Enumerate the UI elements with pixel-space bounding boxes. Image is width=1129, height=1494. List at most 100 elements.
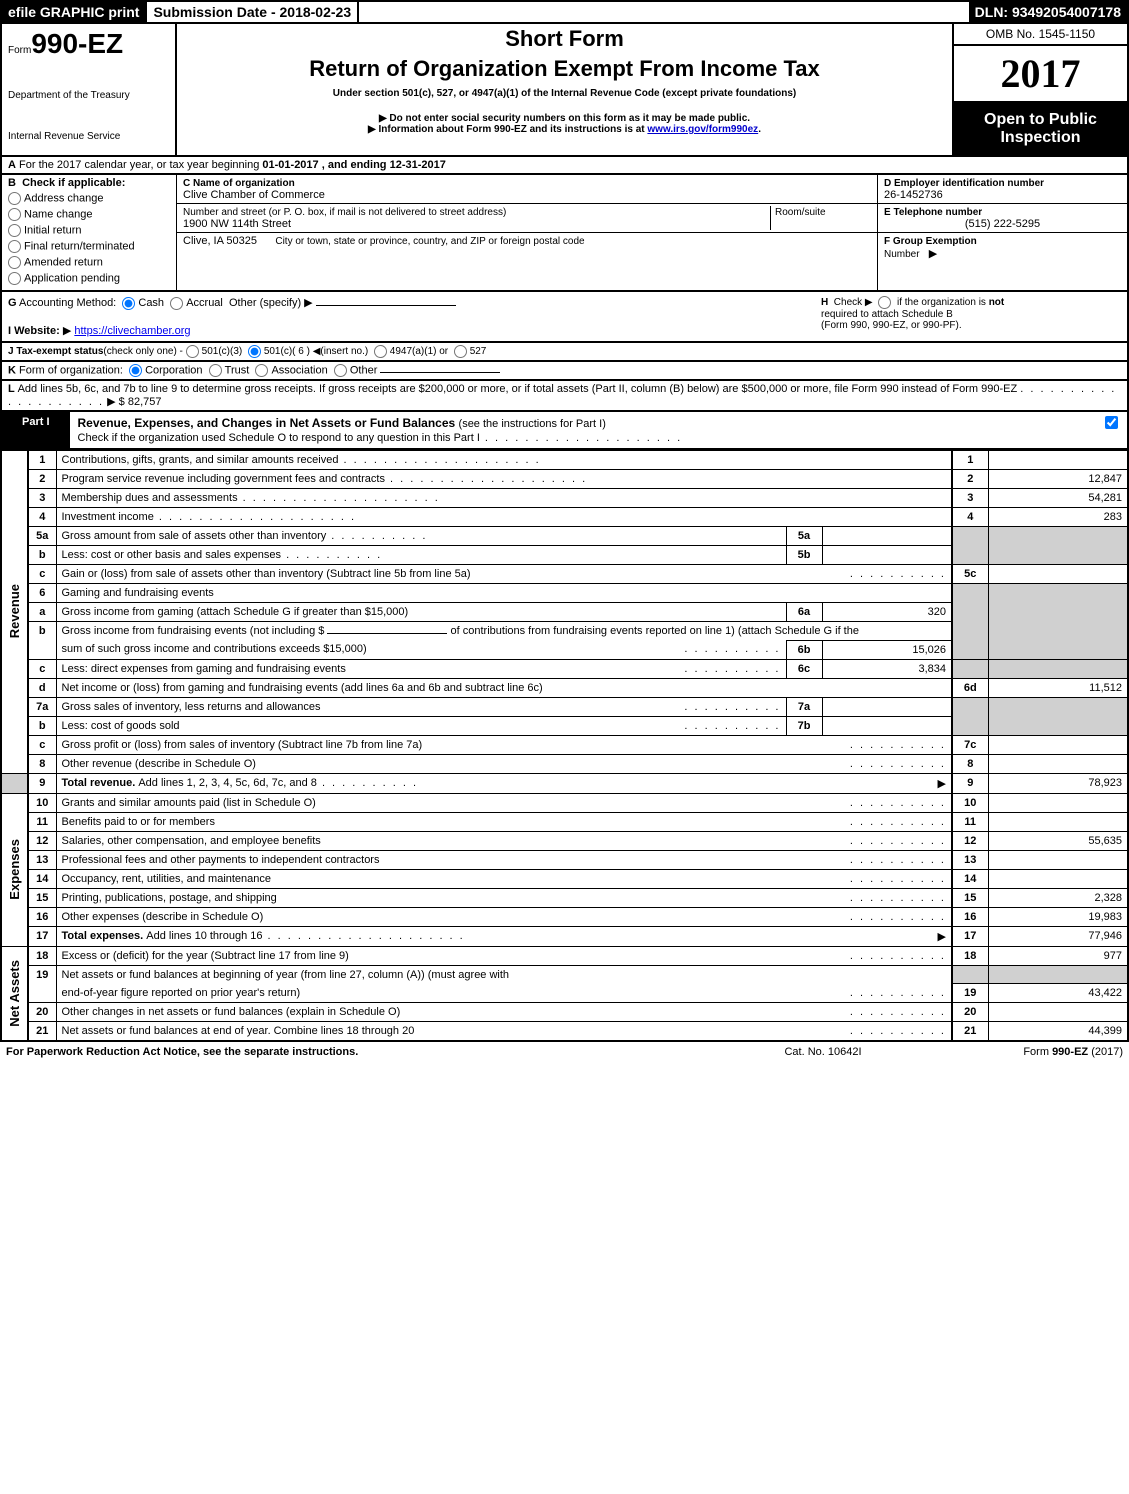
chk-initial-return[interactable]: Initial return <box>8 224 170 237</box>
total-revenue: 78,923 <box>988 773 1128 793</box>
side-revenue: Revenue <box>1 450 28 773</box>
dept-line2: Internal Revenue Service <box>8 131 169 142</box>
radio-527[interactable] <box>454 345 467 358</box>
val-21: 44,399 <box>988 1022 1128 1042</box>
h-label: H <box>821 297 828 308</box>
opt-501c: 501(c)( 6 ) ◀(insert no.) <box>264 346 368 357</box>
val-6b: 15,026 <box>822 640 952 659</box>
footer-right: Form 990-EZ (2017) <box>923 1046 1123 1058</box>
part1-sub: (see the instructions for Part I) <box>459 418 606 430</box>
val-15: 2,328 <box>988 888 1128 907</box>
l-arrow: ▶ <box>107 396 115 408</box>
line-3: 3 Membership dues and assessments 3 54,2… <box>1 488 1128 507</box>
line-11: 11 Benefits paid to or for members 11 <box>1 812 1128 831</box>
under-section-text: Under section 501(c), 527, or 4947(a)(1)… <box>183 88 946 99</box>
line-19a: 19 Net assets or fund balances at beginn… <box>1 965 1128 984</box>
line-8: 8 Other revenue (describe in Schedule O)… <box>1 754 1128 773</box>
opt-4947: 4947(a)(1) or <box>390 346 448 357</box>
part1-title: Revenue, Expenses, and Changes in Net As… <box>78 416 459 430</box>
line-18: Net Assets 18 Excess or (deficit) for th… <box>1 946 1128 965</box>
line-14: 14 Occupancy, rent, utilities, and maint… <box>1 869 1128 888</box>
chk-final-return[interactable]: Final return/terminated <box>8 240 170 253</box>
nl-1: 1 <box>952 450 988 469</box>
omb-number: OMB No. 1545-1150 <box>954 24 1127 46</box>
row-a-text: For the 2017 calendar year, or tax year … <box>19 159 262 171</box>
l-text: Add lines 5b, 6c, and 7b to line 9 to de… <box>18 383 1018 395</box>
val-6a: 320 <box>822 602 952 621</box>
row-a-mid: , and ending <box>322 159 390 171</box>
part1-schedule-o-checkbox[interactable] <box>1105 416 1118 429</box>
footer-left: For Paperwork Reduction Act Notice, see … <box>6 1046 723 1058</box>
j-label: J Tax-exempt status <box>8 346 103 357</box>
subdate-label: Submission Date - <box>153 4 279 20</box>
side-expenses: Expenses <box>1 793 28 946</box>
line-5a: 5a Gross amount from sale of assets othe… <box>1 526 1128 545</box>
line-7a: 7a Gross sales of inventory, less return… <box>1 697 1128 716</box>
irs-info-link[interactable]: www.irs.gov/form990ez <box>647 124 758 135</box>
other-org-line <box>380 372 500 373</box>
header-center: Short Form Return of Organization Exempt… <box>177 24 952 155</box>
val-2: 12,847 <box>988 469 1128 488</box>
e-label: E Telephone number <box>884 207 982 218</box>
opt-corp: Corporation <box>145 364 202 376</box>
k-text: Form of organization: <box>19 364 123 376</box>
h-text2: if the organization is <box>897 297 989 308</box>
top-bar: efile GRAPHIC print Submission Date - 20… <box>0 0 1129 24</box>
opt-trust: Trust <box>225 364 250 376</box>
c-addr-label: Number and street (or P. O. box, if mail… <box>183 207 506 218</box>
radio-association[interactable] <box>255 364 268 377</box>
label-a: A <box>8 159 16 171</box>
section-c: C Name of organization Clive Chamber of … <box>177 175 877 290</box>
chk-amended-return[interactable]: Amended return <box>8 256 170 269</box>
radio-cash[interactable] <box>122 297 135 310</box>
row-j: J Tax-exempt status(check only one) - 50… <box>0 343 1129 362</box>
chk-name-change[interactable]: Name change <box>8 208 170 221</box>
part1-checkbox-cell <box>1099 412 1127 448</box>
submission-date: Submission Date - 2018-02-23 <box>147 2 359 22</box>
radio-h-check[interactable] <box>878 296 891 309</box>
c-address-row: Number and street (or P. O. box, if mail… <box>177 204 877 233</box>
e-phone: E Telephone number (515) 222-5295 <box>878 204 1127 233</box>
radio-4947[interactable] <box>374 345 387 358</box>
j-small: (check only one) - <box>103 346 185 357</box>
chk-application-pending[interactable]: Application pending <box>8 272 170 285</box>
val-16: 19,983 <box>988 907 1128 926</box>
h-text3: required to attach Schedule B <box>821 309 953 320</box>
radio-trust[interactable] <box>209 364 222 377</box>
f-label2: Number <box>884 249 920 260</box>
dln-value: 93492054007178 <box>1012 4 1121 20</box>
website-link[interactable]: https://clivechamber.org <box>74 325 190 337</box>
d-ein: D Employer identification number 26-1452… <box>878 175 1127 204</box>
subdate-value: 2018-02-23 <box>280 4 352 20</box>
g-label: G <box>8 297 17 309</box>
line-7c: c Gross profit or (loss) from sales of i… <box>1 735 1128 754</box>
line-15: 15 Printing, publications, postage, and … <box>1 888 1128 907</box>
part1-check-text: Check if the organization used Schedule … <box>78 432 480 444</box>
line-9: 9 Total revenue. Add lines 1, 2, 3, 4, 5… <box>1 773 1128 793</box>
row-i: I Website: ▶ https://clivechamber.org <box>8 324 821 337</box>
radio-accrual[interactable] <box>170 297 183 310</box>
block-bcdef: B Check if applicable: Address change Na… <box>0 175 1129 292</box>
chk-address-change[interactable]: Address change <box>8 192 170 205</box>
line-13: 13 Professional fees and other payments … <box>1 850 1128 869</box>
row-l: L Add lines 5b, 6c, and 7b to line 9 to … <box>0 381 1129 412</box>
l-label: L <box>8 383 18 395</box>
radio-501c[interactable] <box>248 345 261 358</box>
radio-501c3[interactable] <box>186 345 199 358</box>
dept-line1: Department of the Treasury <box>8 90 169 101</box>
line-6: 6 Gaming and fundraising events <box>1 583 1128 602</box>
line-20: 20 Other changes in net assets or fund b… <box>1 1003 1128 1022</box>
val-3: 54,281 <box>988 488 1128 507</box>
line-16: 16 Other expenses (describe in Schedule … <box>1 907 1128 926</box>
part1-table: Revenue 1 Contributions, gifts, grants, … <box>0 450 1129 1043</box>
line-21: 21 Net assets or fund balances at end of… <box>1 1022 1128 1042</box>
radio-corporation[interactable] <box>129 364 142 377</box>
row-k: K Form of organization: Corporation Trus… <box>0 362 1129 381</box>
opt-cash: Cash <box>138 297 164 309</box>
org-city: Clive, IA 50325 <box>183 235 257 247</box>
row-gh: G Accounting Method: Cash Accrual Other … <box>0 292 1129 343</box>
radio-other-org[interactable] <box>334 364 347 377</box>
c-city-row: Clive, IA 50325 City or town, state or p… <box>177 233 877 261</box>
f-arrow: ▶ <box>929 248 937 260</box>
f-label: F Group Exemption <box>884 236 977 247</box>
